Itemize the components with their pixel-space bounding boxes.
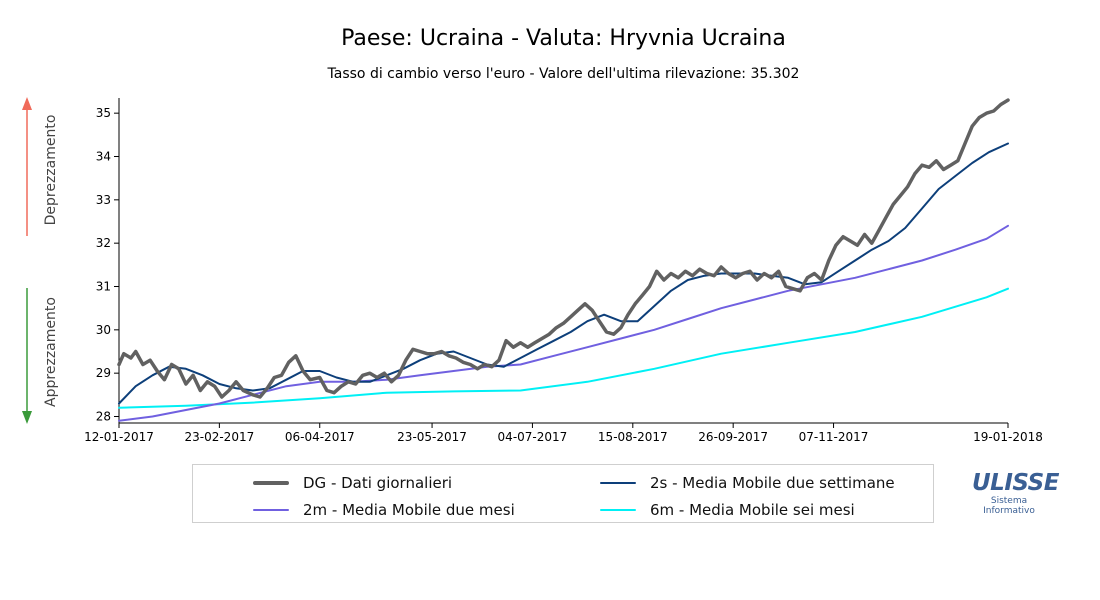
y-tick-label: 33 <box>96 193 111 207</box>
x-tick-label: 19-01-2018 <box>973 430 1043 444</box>
logo-subtitle-line2: Informativo <box>983 506 1035 516</box>
x-tick-label: 23-05-2017 <box>397 430 467 444</box>
chart-subtitle: Tasso di cambio verso l'euro - Valore de… <box>327 66 800 82</box>
legend-label-2m: 2m - Media Mobile due mesi <box>303 501 515 519</box>
x-tick-label: 12-01-2017 <box>84 430 154 444</box>
ulisse-logo: ULISSE Sistema Informativo <box>972 470 1059 516</box>
y-tick-label: 35 <box>96 106 111 120</box>
legend-label-6m: 6m - Media Mobile sei mesi <box>650 501 855 519</box>
legend-swatch-6m <box>600 509 636 511</box>
chart-plot: 28 29 30 31 32 33 34 35 12-01-2017 23-02-2017 06-0… <box>22 97 1043 444</box>
x-tick-label: 06-04-2017 <box>285 430 355 444</box>
series-line-6m <box>118 287 1009 409</box>
y-tick-label: 30 <box>96 323 111 337</box>
legend: DG - Dati giornalieri 2s - Media Mobile … <box>192 464 934 523</box>
y-tick-label: 34 <box>96 150 111 164</box>
chart-title: Paese: Ucraina - Valuta: Hryvnia Ucraina <box>341 26 786 51</box>
legend-item-dg: DG - Dati giornalieri <box>253 474 452 492</box>
legend-swatch-2s <box>600 482 636 484</box>
down-arrowhead-icon <box>22 411 32 424</box>
series-lines <box>117 98 1010 422</box>
depreciation-indicator: Deprezzamento <box>22 97 59 236</box>
x-tick-label: 04-07-2017 <box>498 430 568 444</box>
y-tick-label: 32 <box>96 236 111 250</box>
logo-subtitle-line1: Sistema <box>990 496 1028 506</box>
series-line-2m <box>118 224 1009 422</box>
x-tick-label: 26-09-2017 <box>698 430 768 444</box>
series-line-dg <box>117 98 1010 399</box>
axes: 28 29 30 31 32 33 34 35 12-01-2017 23-02-2017 06-0… <box>84 98 1043 444</box>
legend-item-2s: 2s - Media Mobile due settimane <box>600 474 895 492</box>
legend-item-6m: 6m - Media Mobile sei mesi <box>600 501 855 519</box>
legend-swatch-2m <box>253 509 289 511</box>
legend-item-2m: 2m - Media Mobile due mesi <box>253 501 515 519</box>
y-tick-label: 29 <box>96 366 111 380</box>
depreciation-label: Deprezzamento <box>43 115 59 226</box>
x-tick-label: 23-02-2017 <box>184 430 254 444</box>
y-tick-label: 31 <box>96 280 111 294</box>
legend-label-dg: DG - Dati giornalieri <box>303 474 453 492</box>
x-tick-label: 07-11-2017 <box>799 430 869 444</box>
appreciation-indicator: Apprezzamento <box>22 288 59 424</box>
y-tick-label: 28 <box>96 410 111 424</box>
legend-label-2s: 2s - Media Mobile due settimane <box>650 474 895 492</box>
logo-mark: ULISSE <box>972 470 1059 496</box>
x-tick-label: 15-08-2017 <box>598 430 668 444</box>
up-arrowhead-icon <box>22 97 32 110</box>
appreciation-label: Apprezzamento <box>43 297 59 407</box>
legend-swatch-dg <box>253 481 289 485</box>
